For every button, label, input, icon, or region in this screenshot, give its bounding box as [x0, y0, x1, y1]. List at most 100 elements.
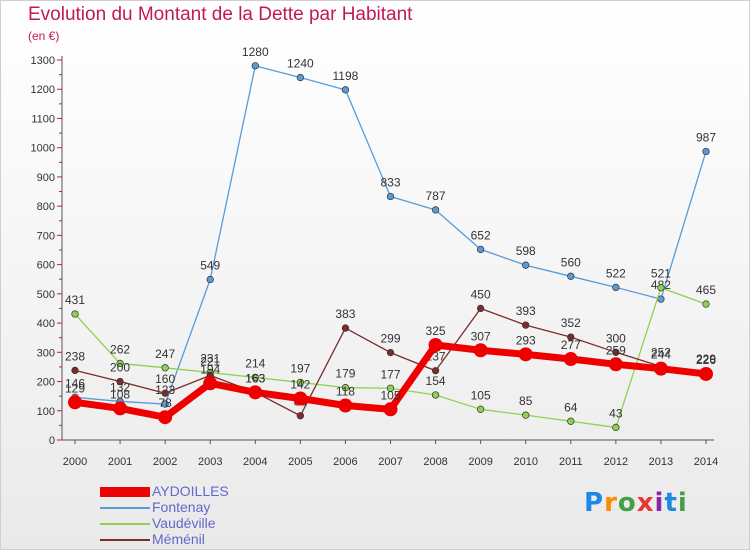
data-label: 277	[561, 338, 581, 352]
y-tick-label: 1100	[31, 113, 55, 125]
legend-label: Vaudéville	[152, 515, 216, 531]
data-point	[567, 272, 575, 280]
data-point	[386, 384, 395, 392]
x-tick-label: 2008	[423, 456, 447, 468]
data-label: 293	[516, 333, 536, 347]
legend-swatch	[100, 539, 150, 541]
data-label: 465	[696, 283, 716, 297]
legend-label: AYDOILLES	[152, 483, 229, 499]
data-label: 163	[245, 371, 265, 385]
data-label: 560	[561, 255, 581, 269]
data-label: 154	[426, 374, 446, 388]
data-point	[341, 384, 350, 392]
y-axis-unit: (en €)	[28, 29, 60, 43]
data-label: 129	[65, 381, 85, 395]
data-point	[473, 343, 488, 358]
data-point	[71, 310, 79, 318]
data-label: 549	[200, 259, 220, 273]
legend: AYDOILLES Fontenay Vaudéville Méménil	[100, 483, 400, 548]
data-label: 194	[200, 362, 220, 376]
data-label: 987	[696, 130, 716, 144]
data-point	[567, 333, 575, 341]
legend-swatch	[100, 523, 150, 525]
data-label: 259	[606, 343, 626, 357]
data-label: 64	[564, 400, 578, 414]
data-label: 146	[65, 376, 85, 390]
legend-item: AYDOILLES	[100, 483, 400, 500]
data-point	[699, 366, 713, 381]
data-label: 598	[516, 244, 536, 258]
data-point	[612, 348, 620, 356]
data-label: 352	[561, 316, 581, 330]
data-label: 247	[155, 347, 175, 361]
data-label: 197	[290, 361, 310, 375]
data-label: 431	[65, 293, 85, 307]
data-point	[431, 206, 440, 214]
data-point	[206, 275, 214, 284]
x-tick-label: 2005	[288, 456, 312, 468]
chart-title: Evolution du Montant de la Dette par Hab…	[28, 4, 413, 25]
x-tick-label: 2006	[333, 456, 357, 468]
y-tick-label: 400	[37, 318, 55, 330]
data-label: 226	[696, 353, 716, 367]
data-point	[248, 385, 263, 400]
x-tick-label: 2001	[108, 456, 132, 468]
x-tick-label: 2011	[559, 456, 583, 468]
data-label: 214	[245, 356, 265, 370]
legend-swatch	[100, 507, 150, 509]
y-tick-label: 600	[37, 260, 55, 272]
logo-letter: i	[654, 488, 665, 518]
y-tick-label: 500	[37, 289, 55, 301]
data-point	[383, 402, 398, 417]
data-label: 262	[110, 342, 130, 356]
data-point	[68, 395, 82, 410]
x-tick-label: 2012	[604, 456, 628, 468]
data-point	[116, 377, 124, 386]
data-point	[608, 357, 623, 372]
data-point	[341, 86, 350, 94]
data-point	[428, 338, 443, 352]
y-tick-label: 700	[37, 230, 55, 242]
data-point	[296, 412, 305, 420]
data-point	[116, 359, 124, 368]
logo-letter: x	[636, 488, 655, 518]
data-label: 787	[426, 189, 446, 203]
x-tick-label: 2010	[513, 456, 537, 468]
data-point	[293, 391, 308, 406]
data-point	[71, 366, 79, 375]
data-point	[702, 147, 710, 156]
data-label: 231	[200, 351, 220, 365]
data-point	[203, 376, 218, 391]
proxiti-logo: Proxiti	[584, 488, 688, 518]
data-point	[161, 364, 169, 372]
data-point	[296, 378, 305, 387]
data-point	[431, 367, 440, 375]
data-point	[296, 73, 305, 82]
data-label: 383	[335, 307, 355, 321]
data-point	[251, 62, 259, 70]
data-point	[476, 304, 485, 313]
y-tick-label: 1300	[31, 55, 55, 67]
y-tick-label: 200	[37, 377, 55, 389]
data-point	[161, 400, 169, 408]
data-label: 200	[110, 361, 130, 375]
data-point	[341, 324, 350, 332]
data-point	[113, 401, 128, 416]
data-point	[476, 245, 485, 254]
data-label: 105	[380, 388, 400, 402]
data-point	[386, 348, 395, 357]
data-point	[251, 373, 259, 382]
data-label: 160	[155, 372, 175, 386]
data-point	[338, 398, 353, 413]
data-label: 299	[380, 332, 400, 346]
legend-label: Méménil	[152, 531, 205, 547]
logo-letter: r	[604, 488, 618, 518]
data-label: 85	[519, 394, 533, 408]
y-tick-label: 1200	[31, 84, 55, 96]
data-label: 118	[336, 385, 355, 399]
data-label: 229	[696, 352, 716, 366]
data-label: 393	[516, 304, 536, 318]
data-label: 450	[471, 287, 491, 301]
